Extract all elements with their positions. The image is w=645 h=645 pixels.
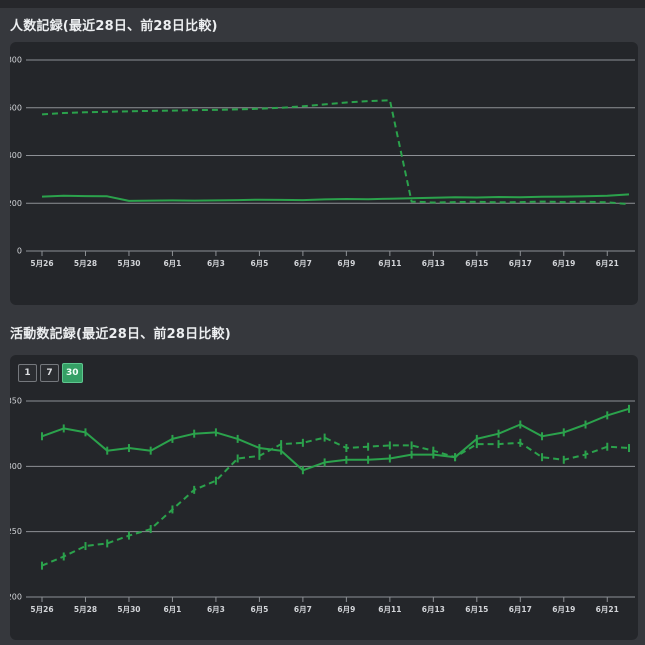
x-axis-label: 6月7 bbox=[294, 259, 312, 268]
y-axis-label: 0 bbox=[17, 247, 22, 256]
x-axis-label: 6月17 bbox=[509, 605, 532, 614]
range-button-7[interactable]: 7 bbox=[40, 364, 59, 382]
x-axis-label: 5月28 bbox=[74, 605, 97, 614]
series-line-dashed bbox=[41, 436, 630, 567]
x-axis-label: 6月15 bbox=[465, 259, 488, 268]
x-axis-label: 6月21 bbox=[596, 259, 619, 268]
series-line-solid bbox=[41, 407, 630, 472]
x-axis-label: 6月3 bbox=[207, 259, 225, 268]
y-axis-label: 800 bbox=[10, 56, 22, 65]
x-axis-label: 5月26 bbox=[30, 259, 53, 268]
x-axis-label: 6月9 bbox=[337, 605, 355, 614]
activity-chart-card: 1 7 30 200 250 300 350 5月26 5月28 5月30 6月1 6月3 6月5… bbox=[10, 355, 638, 640]
x-axis-label: 5月30 bbox=[117, 605, 140, 614]
y-axis-label: 250 bbox=[10, 527, 22, 536]
people-chart-card: 0 200 400 600 800 5月26 5月28 5月30 6月1 6月3 6月5 6月7 6月9… bbox=[10, 42, 638, 305]
range-button-30[interactable]: 30 bbox=[62, 363, 83, 383]
x-axis-label: 6月13 bbox=[422, 605, 445, 614]
x-axis-label: 6月1 bbox=[163, 259, 181, 268]
x-axis-label: 6月17 bbox=[509, 259, 532, 268]
range-button-group: 1 7 30 bbox=[18, 363, 83, 383]
y-axis-label: 200 bbox=[10, 593, 22, 602]
x-axis-label: 6月21 bbox=[596, 605, 619, 614]
x-axis-label: 6月5 bbox=[250, 605, 268, 614]
activity-chart-title: 活動数記録(最近28日、前28日比較) bbox=[10, 327, 231, 342]
x-axis-label: 6月1 bbox=[163, 605, 181, 614]
x-axis-label: 5月26 bbox=[30, 605, 53, 614]
y-axis-label: 600 bbox=[10, 103, 22, 112]
x-axis-label: 6月13 bbox=[422, 259, 445, 268]
x-axis-label: 6月3 bbox=[207, 605, 225, 614]
x-axis-label: 6月5 bbox=[250, 259, 268, 268]
top-edge-strip bbox=[0, 0, 645, 8]
x-axis-label: 6月11 bbox=[378, 605, 401, 614]
x-axis-label: 6月7 bbox=[294, 605, 312, 614]
y-axis-label: 300 bbox=[10, 462, 22, 471]
x-axis-label: 6月15 bbox=[465, 605, 488, 614]
series-line-solid bbox=[41, 193, 630, 202]
y-axis-label: 350 bbox=[10, 397, 22, 406]
x-axis-label: 6月19 bbox=[552, 259, 575, 268]
activity-chart-canvas: 200 250 300 350 5月26 5月28 5月30 6月1 6月3 6月5 6月7 6月9 6… bbox=[10, 397, 635, 614]
people-chart-canvas: 0 200 400 600 800 5月26 5月28 5月30 6月1 6月3 6月5 6月7 6月9… bbox=[10, 56, 635, 268]
y-axis-label: 200 bbox=[10, 199, 22, 208]
range-button-1[interactable]: 1 bbox=[18, 364, 37, 382]
x-axis-label: 5月30 bbox=[117, 259, 140, 268]
x-axis-label: 6月19 bbox=[552, 605, 575, 614]
x-axis-label: 6月11 bbox=[378, 259, 401, 268]
people-chart-title: 人数記録(最近28日、前28日比較) bbox=[10, 19, 218, 34]
y-axis-label: 400 bbox=[10, 151, 22, 160]
series-line-dashed bbox=[41, 99, 630, 206]
x-axis-label: 5月28 bbox=[74, 259, 97, 268]
x-axis-label: 6月9 bbox=[337, 259, 355, 268]
